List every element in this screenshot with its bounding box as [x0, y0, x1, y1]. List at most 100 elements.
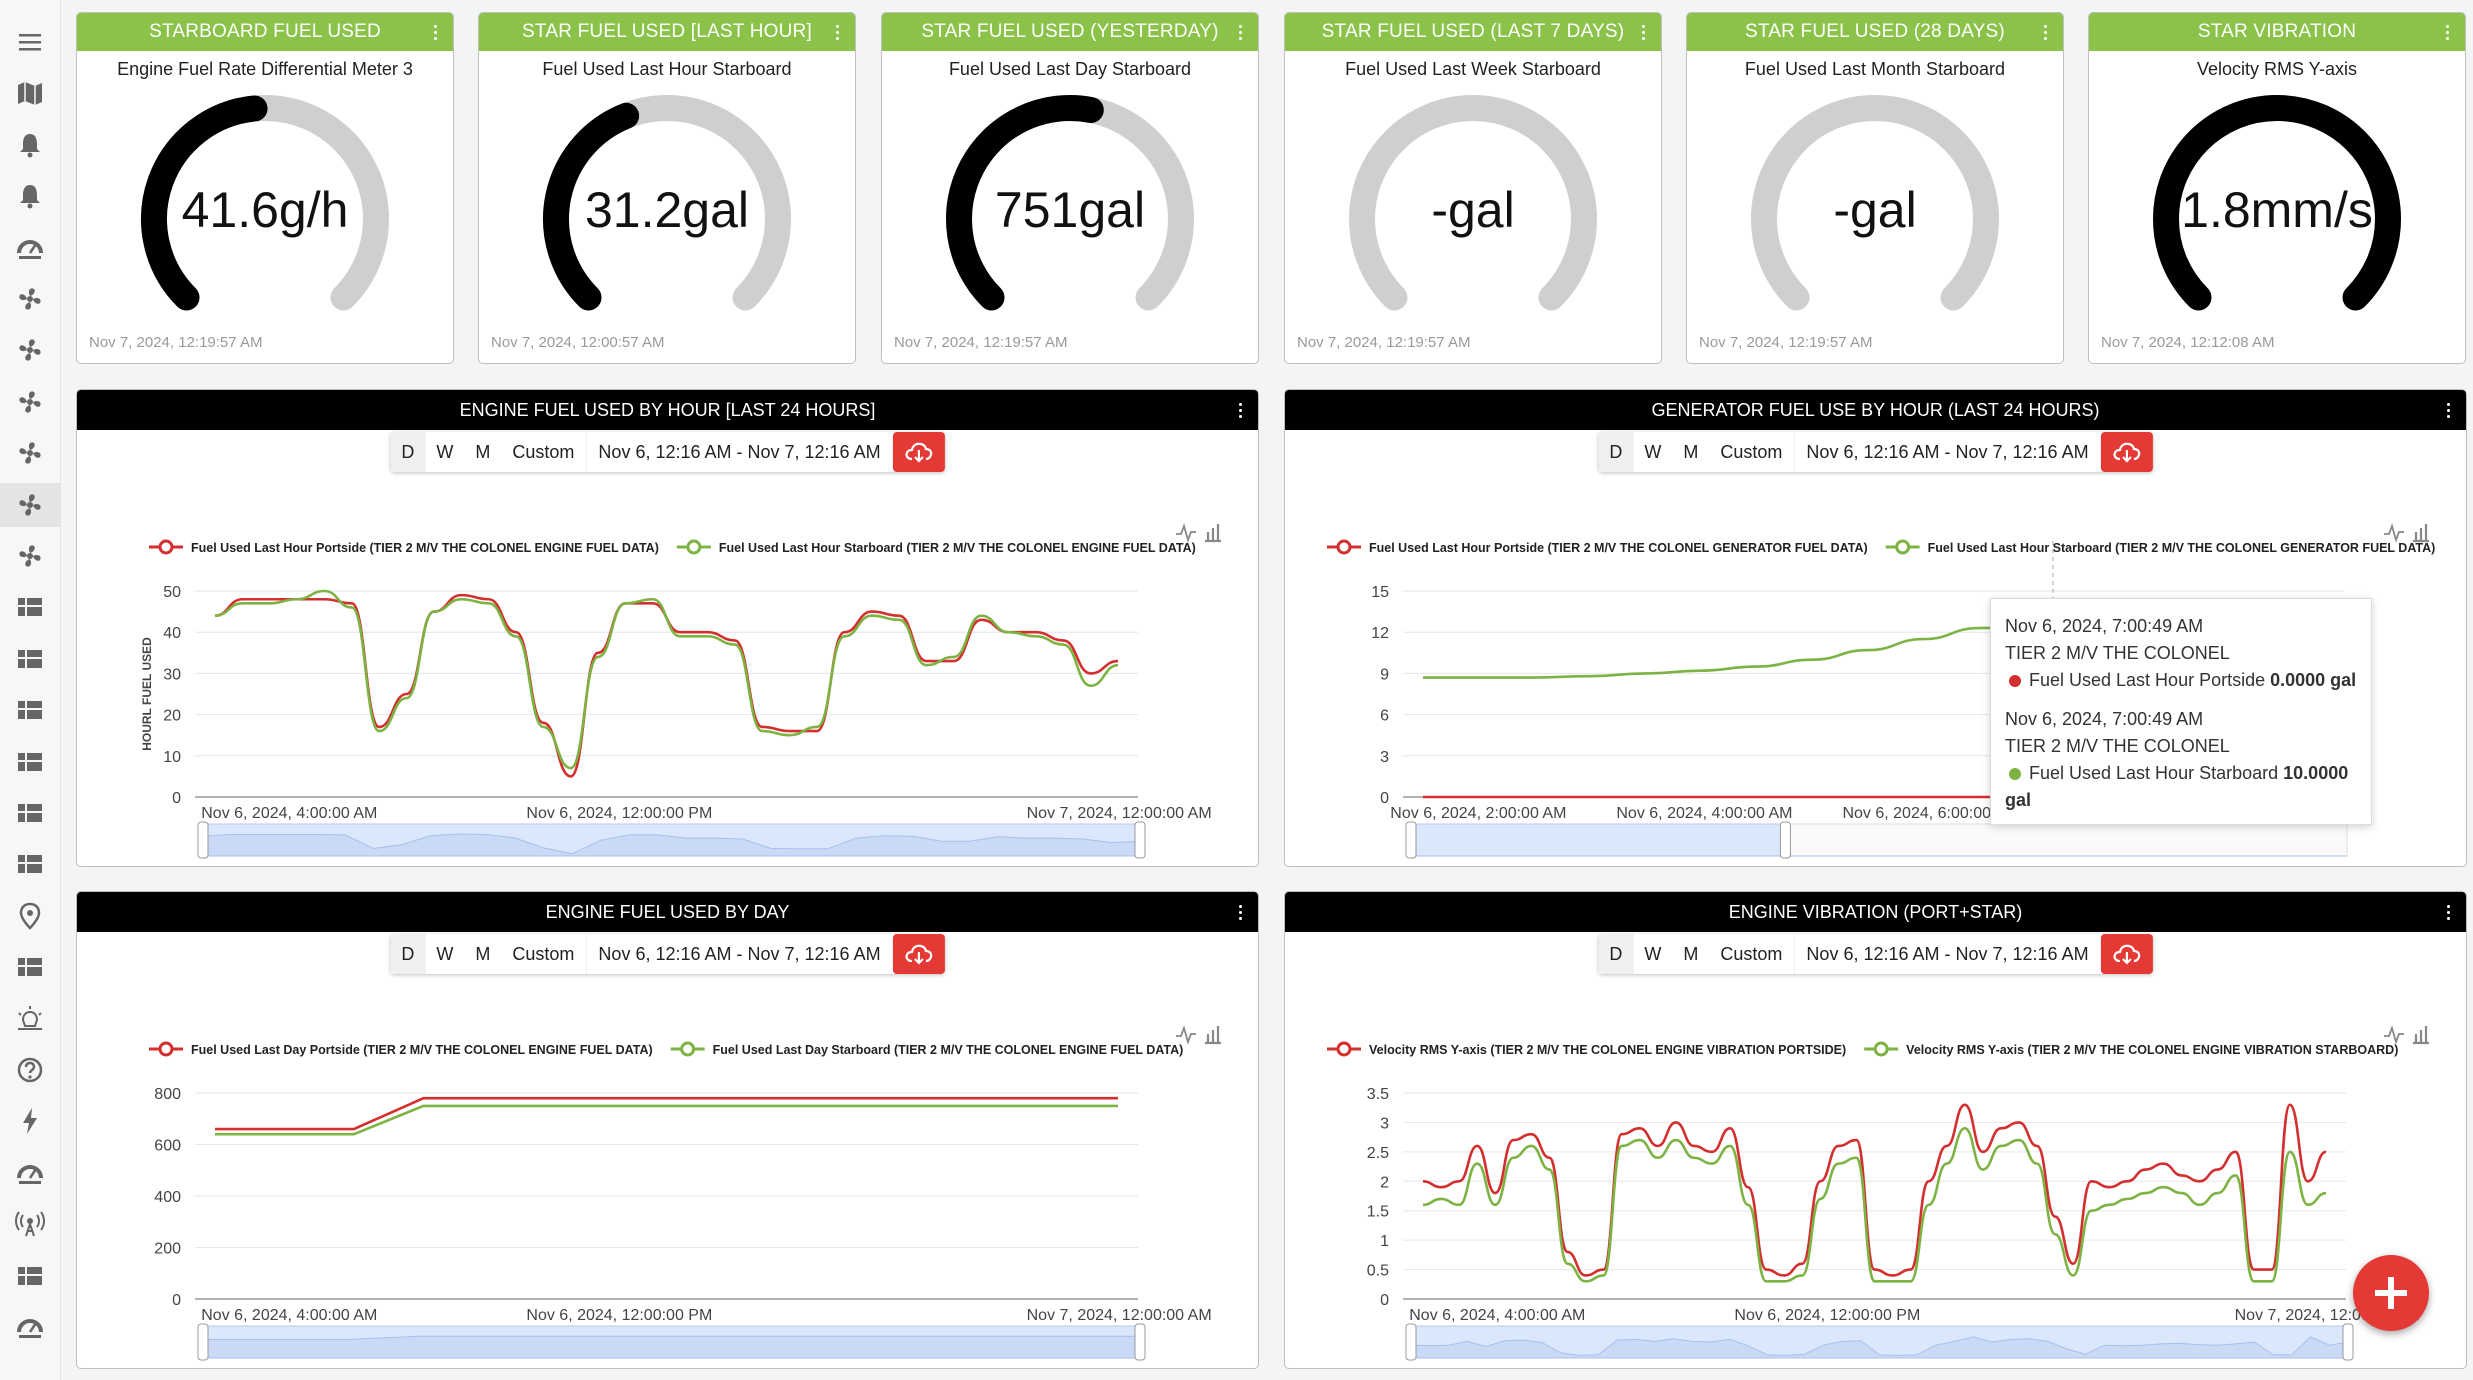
sidebar-item[interactable]	[0, 791, 60, 835]
x-tick-label: Nov 6, 2024, 4:00:00 AM	[1409, 1307, 1585, 1324]
sidebar-item[interactable]	[0, 482, 60, 527]
zoom-handle[interactable]	[197, 821, 209, 859]
bar-chart-toggle-icon[interactable]	[2413, 1026, 2429, 1045]
sidebar-item[interactable]	[0, 1099, 60, 1143]
range-custom-button[interactable]: Custom	[1709, 432, 1794, 472]
y-tick-label: 0.5	[1367, 1263, 1389, 1280]
sidebar-item[interactable]	[0, 71, 60, 115]
zoom-handle[interactable]	[2342, 1323, 2354, 1361]
sidebar-item[interactable]	[0, 1048, 60, 1092]
download-button[interactable]	[892, 432, 945, 472]
zoom-handle[interactable]	[1405, 1323, 1417, 1361]
zoom-handle[interactable]	[1405, 821, 1417, 859]
x-tick-label: Nov 6, 2024, 4:00:00 AM	[1616, 805, 1792, 822]
sidebar-item[interactable]	[0, 431, 60, 475]
zoom-selection[interactable]	[1410, 823, 1786, 857]
sidebar-item[interactable]	[0, 688, 60, 732]
range-day-button[interactable]: D	[390, 432, 426, 472]
sidebar-item[interactable]	[0, 380, 60, 424]
add-button[interactable]	[2353, 1255, 2429, 1331]
dashboard-icon	[18, 649, 42, 668]
date-range-field[interactable]: Nov 6, 12:16 AM - Nov 7, 12:16 AM	[1793, 432, 2100, 472]
more-options-icon[interactable]	[1234, 13, 1246, 51]
range-week-button[interactable]: W	[425, 934, 465, 974]
sidebar-item[interactable]	[0, 1151, 60, 1195]
range-week-button[interactable]: W	[1633, 934, 1673, 974]
sidebar-item[interactable]	[0, 1202, 60, 1246]
range-day-button[interactable]: D	[390, 934, 426, 974]
zoom-handle[interactable]	[197, 1323, 209, 1361]
range-week-button[interactable]: W	[425, 432, 465, 472]
sidebar-item[interactable]	[0, 1254, 60, 1298]
range-month-button[interactable]: M	[1672, 432, 1710, 472]
sidebar-item[interactable]	[0, 1305, 60, 1349]
y-axis-label: HOURL FUEL USED	[140, 637, 154, 751]
sidebar-item[interactable]	[0, 174, 60, 218]
range-custom-button[interactable]: Custom	[1709, 934, 1794, 974]
range-month-button[interactable]: M	[464, 432, 502, 472]
legend-label[interactable]: Fuel Used Last Hour Portside (TIER 2 M/V…	[1369, 541, 1868, 555]
range-month-button[interactable]: M	[464, 934, 502, 974]
dashboard-icon	[18, 598, 42, 617]
download-button[interactable]	[2100, 432, 2153, 472]
range-month-button[interactable]: M	[1672, 934, 1710, 974]
download-button[interactable]	[892, 934, 945, 974]
legend-label[interactable]: Fuel Used Last Hour Starboard (TIER 2 M/…	[1928, 541, 2436, 555]
more-options-icon[interactable]	[1637, 13, 1649, 51]
more-options-icon[interactable]	[831, 13, 843, 51]
zoom-handle[interactable]	[1134, 1323, 1146, 1361]
line-chart-toggle-icon[interactable]	[2384, 1025, 2404, 1045]
gauge-dial	[141, 95, 389, 311]
sidebar-item[interactable]	[0, 534, 60, 578]
sidebar-item[interactable]	[0, 637, 60, 681]
range-custom-button[interactable]: Custom	[501, 432, 586, 472]
sidebar-item[interactable]	[0, 894, 60, 938]
legend-label[interactable]: Fuel Used Last Day Starboard (TIER 2 M/V…	[713, 1043, 1184, 1057]
chart-card-engine-fuel-hourly: ENGINE FUEL USED BY HOUR [LAST 24 HOURS]…	[76, 389, 1259, 867]
sidebar-item[interactable]	[0, 20, 60, 64]
bar-chart-toggle-icon[interactable]	[1205, 524, 1221, 543]
more-options-icon[interactable]	[429, 13, 441, 51]
more-options-icon[interactable]	[2441, 13, 2453, 51]
map-icon	[18, 82, 42, 106]
range-week-button[interactable]: W	[1633, 432, 1673, 472]
sidebar-item[interactable]	[0, 277, 60, 321]
sidebar-item[interactable]	[0, 328, 60, 372]
sidebar-item[interactable]	[0, 740, 60, 784]
sidebar-item[interactable]	[0, 123, 60, 167]
legend-label[interactable]: Fuel Used Last Day Portside (TIER 2 M/V …	[191, 1043, 653, 1057]
bar-chart-toggle-icon[interactable]	[2413, 524, 2429, 543]
more-options-icon[interactable]	[2442, 892, 2454, 932]
legend-label[interactable]: Fuel Used Last Hour Starboard (TIER 2 M/…	[719, 541, 1196, 555]
legend-label[interactable]: Velocity RMS Y-axis (TIER 2 M/V THE COLO…	[1369, 1043, 1846, 1057]
date-range-field[interactable]: Nov 6, 12:16 AM - Nov 7, 12:16 AM	[585, 934, 892, 974]
zoom-handle[interactable]	[1134, 821, 1146, 859]
more-options-icon[interactable]	[2442, 390, 2454, 430]
line-chart-toggle-icon[interactable]	[1176, 523, 1196, 543]
range-custom-button[interactable]: Custom	[501, 934, 586, 974]
sidebar-item[interactable]	[0, 226, 60, 270]
sidebar-item[interactable]	[0, 842, 60, 886]
zoom-handle[interactable]	[1779, 821, 1791, 859]
location-pin-icon	[19, 902, 41, 930]
more-options-icon[interactable]	[1234, 390, 1246, 430]
bar-chart-toggle-icon[interactable]	[1205, 1026, 1221, 1045]
gauge-dial	[2153, 95, 2401, 311]
range-day-button[interactable]: D	[1598, 934, 1634, 974]
legend-label[interactable]: Velocity RMS Y-axis (TIER 2 M/V THE COLO…	[1906, 1043, 2398, 1057]
sidebar-item[interactable]	[0, 997, 60, 1041]
date-range-field[interactable]: Nov 6, 12:16 AM - Nov 7, 12:16 AM	[585, 432, 892, 472]
help-icon	[17, 1057, 43, 1083]
line-chart-toggle-icon[interactable]	[2384, 523, 2404, 543]
date-range-field[interactable]: Nov 6, 12:16 AM - Nov 7, 12:16 AM	[1793, 934, 2100, 974]
line-chart-toggle-icon[interactable]	[1176, 1025, 1196, 1045]
range-day-button[interactable]: D	[1598, 432, 1634, 472]
sidebar-item[interactable]	[0, 945, 60, 989]
legend-label[interactable]: Fuel Used Last Hour Portside (TIER 2 M/V…	[191, 541, 659, 555]
more-options-icon[interactable]	[2039, 13, 2051, 51]
gauge-track	[1751, 95, 1999, 311]
chart-title: ENGINE FUEL USED BY HOUR [LAST 24 HOURS]	[459, 399, 876, 420]
more-options-icon[interactable]	[1234, 892, 1246, 932]
download-button[interactable]	[2100, 934, 2153, 974]
sidebar-item[interactable]	[0, 585, 60, 629]
